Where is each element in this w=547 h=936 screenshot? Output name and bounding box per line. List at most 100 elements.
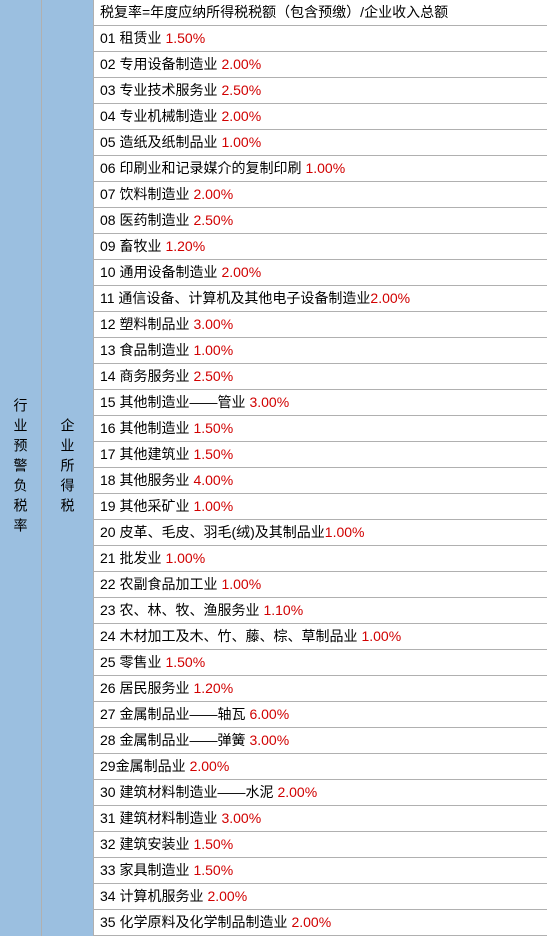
table-row: 33 家具制造业1.50%: [94, 858, 547, 884]
row-label: 20 皮革、毛皮、羽毛(绒)及其制品业: [100, 522, 325, 543]
table-row: 27 金属制品业——轴瓦6.00%: [94, 702, 547, 728]
row-label: 31 建筑材料制造业: [100, 808, 217, 829]
row-label: 05 造纸及纸制品业: [100, 132, 217, 153]
row-label: 19 其他采矿业: [100, 496, 189, 517]
row-value: 1.10%: [263, 600, 303, 621]
table-row: 17 其他建筑业1.50%: [94, 442, 547, 468]
row-label: 30 建筑材料制造业——水泥: [100, 782, 273, 803]
row-value: 6.00%: [249, 704, 289, 725]
table-row: 25 零售业1.50%: [94, 650, 547, 676]
formula-row: 税复率=年度应纳所得税税额（包含预缴）/企业收入总额: [94, 0, 547, 26]
row-label: 34 计算机服务业: [100, 886, 203, 907]
table-row: 22 农副食品加工业1.00%: [94, 572, 547, 598]
row-value: 1.00%: [221, 132, 261, 153]
row-value: 1.50%: [165, 28, 205, 49]
table-row: 15 其他制造业——管业3.00%: [94, 390, 547, 416]
row-value: 1.50%: [165, 652, 205, 673]
row-label: 13 食品制造业: [100, 340, 189, 361]
row-label: 01 租赁业: [100, 28, 161, 49]
table-row: 13 食品制造业1.00%: [94, 338, 547, 364]
table-row: 24 木材加工及木、竹、藤、棕、草制品业1.00%: [94, 624, 547, 650]
content-column: 税复率=年度应纳所得税税额（包含预缴）/企业收入总额 01 租赁业1.50%02…: [94, 0, 547, 936]
row-value: 2.00%: [190, 756, 230, 777]
table-row: 06 印刷业和记录媒介的复制印刷1.00%: [94, 156, 547, 182]
row-value: 1.50%: [193, 860, 233, 881]
row-label: 15 其他制造业——管业: [100, 392, 245, 413]
row-value: 4.00%: [193, 470, 233, 491]
row-label: 28 金属制品业——弹簧: [100, 730, 245, 751]
row-label: 08 医药制造业: [100, 210, 189, 231]
row-value: 2.00%: [221, 54, 261, 75]
table-row: 19 其他采矿业1.00%: [94, 494, 547, 520]
table-row: 05 造纸及纸制品业1.00%: [94, 130, 547, 156]
table-row: 01 租赁业1.50%: [94, 26, 547, 52]
row-value: 1.00%: [221, 574, 261, 595]
row-label: 26 居民服务业: [100, 678, 189, 699]
row-label: 25 零售业: [100, 652, 161, 673]
table-row: 10 通用设备制造业2.00%: [94, 260, 547, 286]
row-value: 1.00%: [193, 340, 233, 361]
row-value: 3.00%: [193, 314, 233, 335]
table-row: 29金属制品业2.00%: [94, 754, 547, 780]
rows-container: 01 租赁业1.50%02 专用设备制造业2.00%03 专业技术服务业2.50…: [94, 26, 547, 936]
table-row: 18 其他服务业4.00%: [94, 468, 547, 494]
table-row: 28 金属制品业——弹簧3.00%: [94, 728, 547, 754]
row-label: 29金属制品业: [100, 756, 186, 777]
mid-sidebar: 企业所得税: [42, 0, 94, 936]
row-value: 1.50%: [193, 418, 233, 439]
table-row: 16 其他制造业1.50%: [94, 416, 547, 442]
left-label: 行业预警负税率: [11, 398, 31, 538]
row-value: 2.00%: [291, 912, 331, 933]
table-row: 23 农、林、牧、渔服务业1.10%: [94, 598, 547, 624]
table-row: 31 建筑材料制造业3.00%: [94, 806, 547, 832]
table-row: 21 批发业1.00%: [94, 546, 547, 572]
table-row: 04 专业机械制造业2.00%: [94, 104, 547, 130]
row-value: 2.00%: [193, 184, 233, 205]
row-label: 33 家具制造业: [100, 860, 189, 881]
table-row: 02 专用设备制造业2.00%: [94, 52, 547, 78]
row-label: 11 通信设备、计算机及其他电子设备制造业: [100, 288, 370, 309]
row-label: 22 农副食品加工业: [100, 574, 217, 595]
tax-table: 行业预警负税率 企业所得税 税复率=年度应纳所得税税额（包含预缴）/企业收入总额…: [0, 0, 547, 936]
row-value: 2.50%: [221, 80, 261, 101]
table-row: 26 居民服务业1.20%: [94, 676, 547, 702]
row-value: 1.50%: [193, 444, 233, 465]
table-row: 11 通信设备、计算机及其他电子设备制造业2.00%: [94, 286, 547, 312]
table-row: 14 商务服务业2.50%: [94, 364, 547, 390]
table-row: 03 专业技术服务业2.50%: [94, 78, 547, 104]
row-label: 32 建筑安装业: [100, 834, 189, 855]
row-value: 2.00%: [221, 262, 261, 283]
row-value: 1.20%: [165, 236, 205, 257]
table-row: 07 饮料制造业2.00%: [94, 182, 547, 208]
row-value: 1.00%: [305, 158, 345, 179]
row-label: 10 通用设备制造业: [100, 262, 217, 283]
row-value: 3.00%: [249, 730, 289, 751]
row-label: 06 印刷业和记录媒介的复制印刷: [100, 158, 301, 179]
row-label: 23 农、林、牧、渔服务业: [100, 600, 259, 621]
table-row: 09 畜牧业1.20%: [94, 234, 547, 260]
row-label: 24 木材加工及木、竹、藤、棕、草制品业: [100, 626, 357, 647]
row-value: 2.00%: [221, 106, 261, 127]
row-value: 1.00%: [325, 522, 365, 543]
row-value: 2.00%: [207, 886, 247, 907]
row-label: 17 其他建筑业: [100, 444, 189, 465]
row-value: 1.20%: [193, 678, 233, 699]
table-row: 32 建筑安装业1.50%: [94, 832, 547, 858]
row-value: 1.50%: [193, 834, 233, 855]
left-sidebar: 行业预警负税率: [0, 0, 42, 936]
row-value: 1.00%: [361, 626, 401, 647]
table-row: 34 计算机服务业2.00%: [94, 884, 547, 910]
row-label: 27 金属制品业——轴瓦: [100, 704, 245, 725]
row-label: 21 批发业: [100, 548, 161, 569]
row-value: 2.50%: [193, 210, 233, 231]
table-row: 08 医药制造业2.50%: [94, 208, 547, 234]
row-value: 3.00%: [249, 392, 289, 413]
row-value: 1.00%: [165, 548, 205, 569]
row-label: 16 其他制造业: [100, 418, 189, 439]
row-label: 18 其他服务业: [100, 470, 189, 491]
row-label: 14 商务服务业: [100, 366, 189, 387]
row-value: 3.00%: [221, 808, 261, 829]
row-value: 1.00%: [193, 496, 233, 517]
row-label: 04 专业机械制造业: [100, 106, 217, 127]
row-label: 02 专用设备制造业: [100, 54, 217, 75]
